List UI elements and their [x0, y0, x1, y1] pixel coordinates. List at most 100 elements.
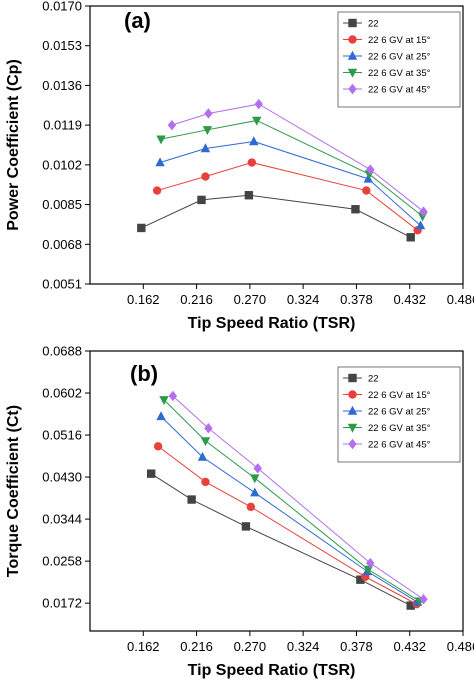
y-tick-label: 0.0688: [42, 344, 82, 359]
legend-marker: [347, 405, 358, 415]
y-tick-label: 0.0119: [43, 118, 82, 133]
x-tick-label: 0.486: [447, 292, 474, 307]
legend-marker: [347, 423, 358, 433]
legend-label: 22 6 GV at 15°: [368, 390, 431, 401]
legend-label: 22 6 GV at 35°: [368, 68, 431, 79]
legend-box: [337, 366, 461, 463]
data-point: [153, 442, 163, 451]
x-tick-label: 0.216: [180, 639, 213, 654]
data-point: [362, 186, 371, 195]
data-point: [156, 135, 166, 145]
legend-marker: [348, 373, 357, 383]
data-point: [137, 223, 146, 233]
x-tick-label: 0.324: [287, 639, 320, 654]
data-point: [187, 495, 196, 504]
y-tick-label: 0.0258: [42, 554, 82, 569]
legend-box: [337, 11, 461, 108]
data-point: [419, 206, 428, 217]
data-point: [200, 437, 211, 447]
y-tick-label: 0.0068: [42, 237, 82, 252]
x-tick-label: 0.432: [393, 639, 426, 654]
data-point: [356, 575, 365, 584]
plot-frame: [89, 350, 464, 632]
data-point: [250, 474, 260, 484]
y-tick-label: 0.0172: [42, 596, 82, 611]
legend-label: 22 6 GV at 25°: [368, 407, 431, 418]
data-point: [252, 116, 262, 126]
legend-marker: [348, 18, 357, 28]
x-tick-label: 0.216: [180, 292, 213, 307]
data-point: [146, 469, 156, 478]
y-tick-label: 0.0051: [42, 277, 82, 292]
y-tick-label: 0.0170: [42, 0, 82, 14]
data-point: [366, 557, 375, 569]
x-axis-label: Tip Speed Ratio (TSR): [188, 662, 356, 679]
series-line: [171, 103, 424, 212]
panel-label: (b): [130, 361, 158, 386]
data-point: [156, 411, 166, 421]
data-point: [197, 451, 208, 461]
data-point: [197, 195, 206, 205]
legend-marker: [348, 35, 357, 44]
data-point: [159, 396, 169, 406]
data-point: [167, 119, 177, 131]
data-point: [204, 108, 213, 119]
legend-label: 22 6 GV at 35°: [368, 423, 431, 434]
x-tick-label: 0.432: [393, 292, 426, 307]
data-point: [247, 158, 257, 167]
legend-label: 22 6 GV at 45°: [368, 440, 431, 451]
data-point: [201, 172, 210, 181]
x-tick-label: 0.270: [234, 639, 267, 654]
data-point: [250, 487, 260, 497]
y-tick-label: 0.0153: [42, 38, 82, 53]
legend-label: 22: [368, 374, 379, 385]
series-line: [141, 194, 411, 238]
data-point: [244, 191, 254, 200]
x-axis-label: Tip Speed Ratio (TSR): [188, 315, 356, 332]
data-point: [168, 390, 178, 402]
legend-marker: [347, 68, 358, 78]
data-point: [254, 98, 263, 110]
x-tick-label: 0.162: [127, 639, 160, 654]
x-tick-label: 0.378: [340, 639, 373, 654]
legend-marker: [347, 50, 358, 60]
data-point: [363, 565, 373, 575]
x-tick-label: 0.486: [447, 639, 474, 654]
y-tick-label: 0.0085: [42, 197, 82, 212]
x-tick-label: 0.270: [234, 292, 267, 307]
legend-marker: [348, 390, 357, 399]
data-point: [201, 477, 210, 487]
y-tick-label: 0.0430: [42, 470, 82, 485]
y-axis-label: Power Coefficient (Cp): [5, 59, 22, 231]
data-point: [152, 186, 162, 195]
panel-label: (a): [124, 8, 151, 33]
data-point: [246, 502, 256, 512]
x-tick-label: 0.162: [127, 292, 160, 307]
y-tick-label: 0.0102: [42, 157, 82, 172]
y-tick-label: 0.0602: [42, 386, 82, 401]
data-point: [202, 126, 213, 136]
chart-panel-b: 0.162 0.216 0.270 0.324 0.378 0.432 0.486 0.017…: [5, 344, 474, 680]
legend-label: 22 6 GV at 45°: [368, 85, 431, 96]
data-point: [241, 522, 251, 531]
y-tick-label: 0.0516: [42, 428, 82, 443]
data-point: [155, 157, 165, 167]
data-point: [351, 205, 360, 214]
y-axis-label: Torque Coefficient (Ct): [5, 405, 22, 577]
legend-marker: [348, 438, 357, 450]
data-point: [249, 136, 259, 146]
data-point: [363, 173, 373, 183]
legend-marker: [348, 83, 357, 95]
chart-panel-a: 0.162 0.216 0.270 0.324 0.378 0.432 0.486 0.005…: [5, 0, 474, 332]
data-point: [253, 463, 262, 474]
data-point: [200, 143, 211, 153]
data-point: [204, 423, 213, 434]
data-point: [415, 220, 426, 230]
x-tick-label: 0.378: [340, 292, 373, 307]
series-line: [157, 445, 417, 605]
legend-label: 22 6 GV at 25°: [368, 52, 431, 63]
legend-label: 22: [368, 19, 379, 30]
series-line: [150, 473, 411, 607]
data-point: [419, 594, 428, 605]
